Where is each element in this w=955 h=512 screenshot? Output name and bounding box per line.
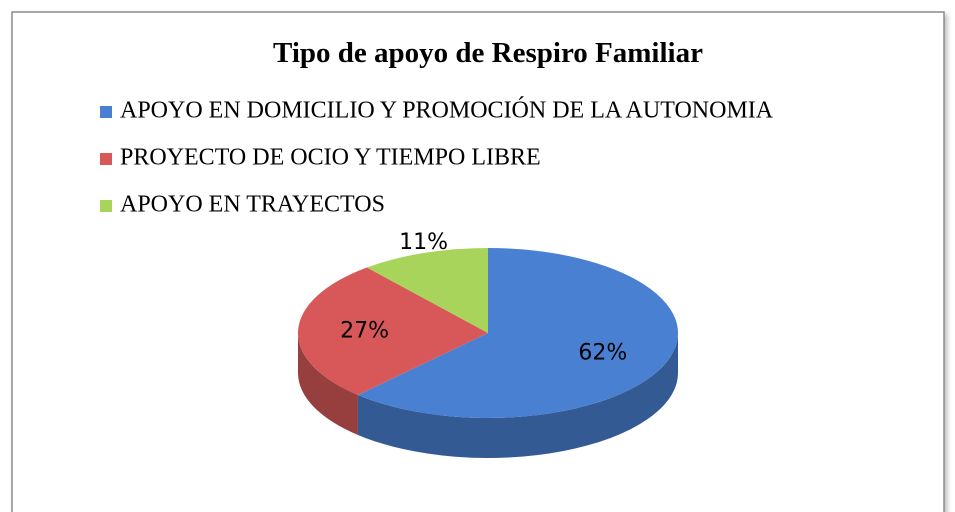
slice (357, 248, 678, 419)
legend-label: PROYECTO DE OCIO Y TIEMPO LIBRE (120, 145, 541, 171)
slice (366, 248, 488, 333)
legend-swatch (100, 200, 112, 212)
data-label: 27% (340, 318, 389, 343)
legend-label: APOYO EN DOMICILIO Y PROMOCIÓN DE LA AUT… (120, 97, 774, 124)
slice (297, 267, 488, 395)
legend: APOYO EN DOMICILIO Y PROMOCIÓN DE LA AUT… (100, 97, 774, 218)
legend-swatch (100, 153, 112, 165)
pie: 62% 27% 11% (297, 230, 678, 458)
legend-label: APOYO EN TRAYECTOS (120, 192, 385, 218)
chart-title: Tipo de apoyo de Respiro Familiar (273, 37, 703, 69)
data-label: 11% (399, 230, 448, 255)
legend-swatch (100, 106, 112, 118)
data-label: 62% (578, 340, 627, 365)
slice-side (298, 333, 358, 435)
slice-side (357, 333, 678, 458)
